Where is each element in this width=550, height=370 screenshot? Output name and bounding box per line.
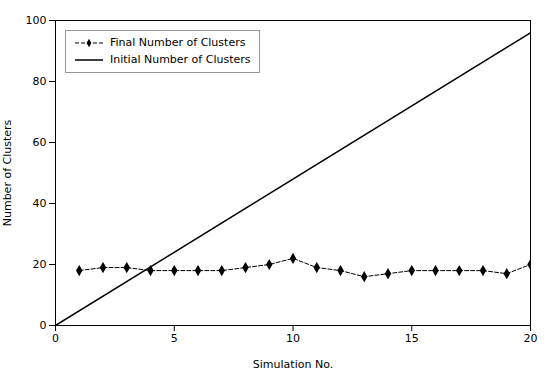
svg-text:80: 80 — [33, 75, 47, 88]
svg-text:15: 15 — [405, 332, 419, 345]
html-text:Final Number of Clusters: Final Number of Clusters — [110, 36, 246, 49]
svg-text:10: 10 — [286, 332, 300, 345]
svg-text:60: 60 — [33, 136, 47, 149]
svg-text:0: 0 — [40, 319, 47, 332]
svg-text:Number of Clusters: Number of Clusters — [1, 119, 14, 226]
svg-text:0: 0 — [52, 332, 59, 345]
html-text:Initial Number of Clusters: Initial Number of Clusters — [110, 52, 251, 66]
svg-text:20: 20 — [33, 258, 47, 271]
svg-text:20: 20 — [524, 332, 538, 345]
svg-text:100: 100 — [26, 14, 47, 27]
svg-text:40: 40 — [33, 197, 47, 210]
svg-text:5: 5 — [171, 332, 178, 345]
svg-text:Simulation No.: Simulation No. — [253, 358, 333, 370]
